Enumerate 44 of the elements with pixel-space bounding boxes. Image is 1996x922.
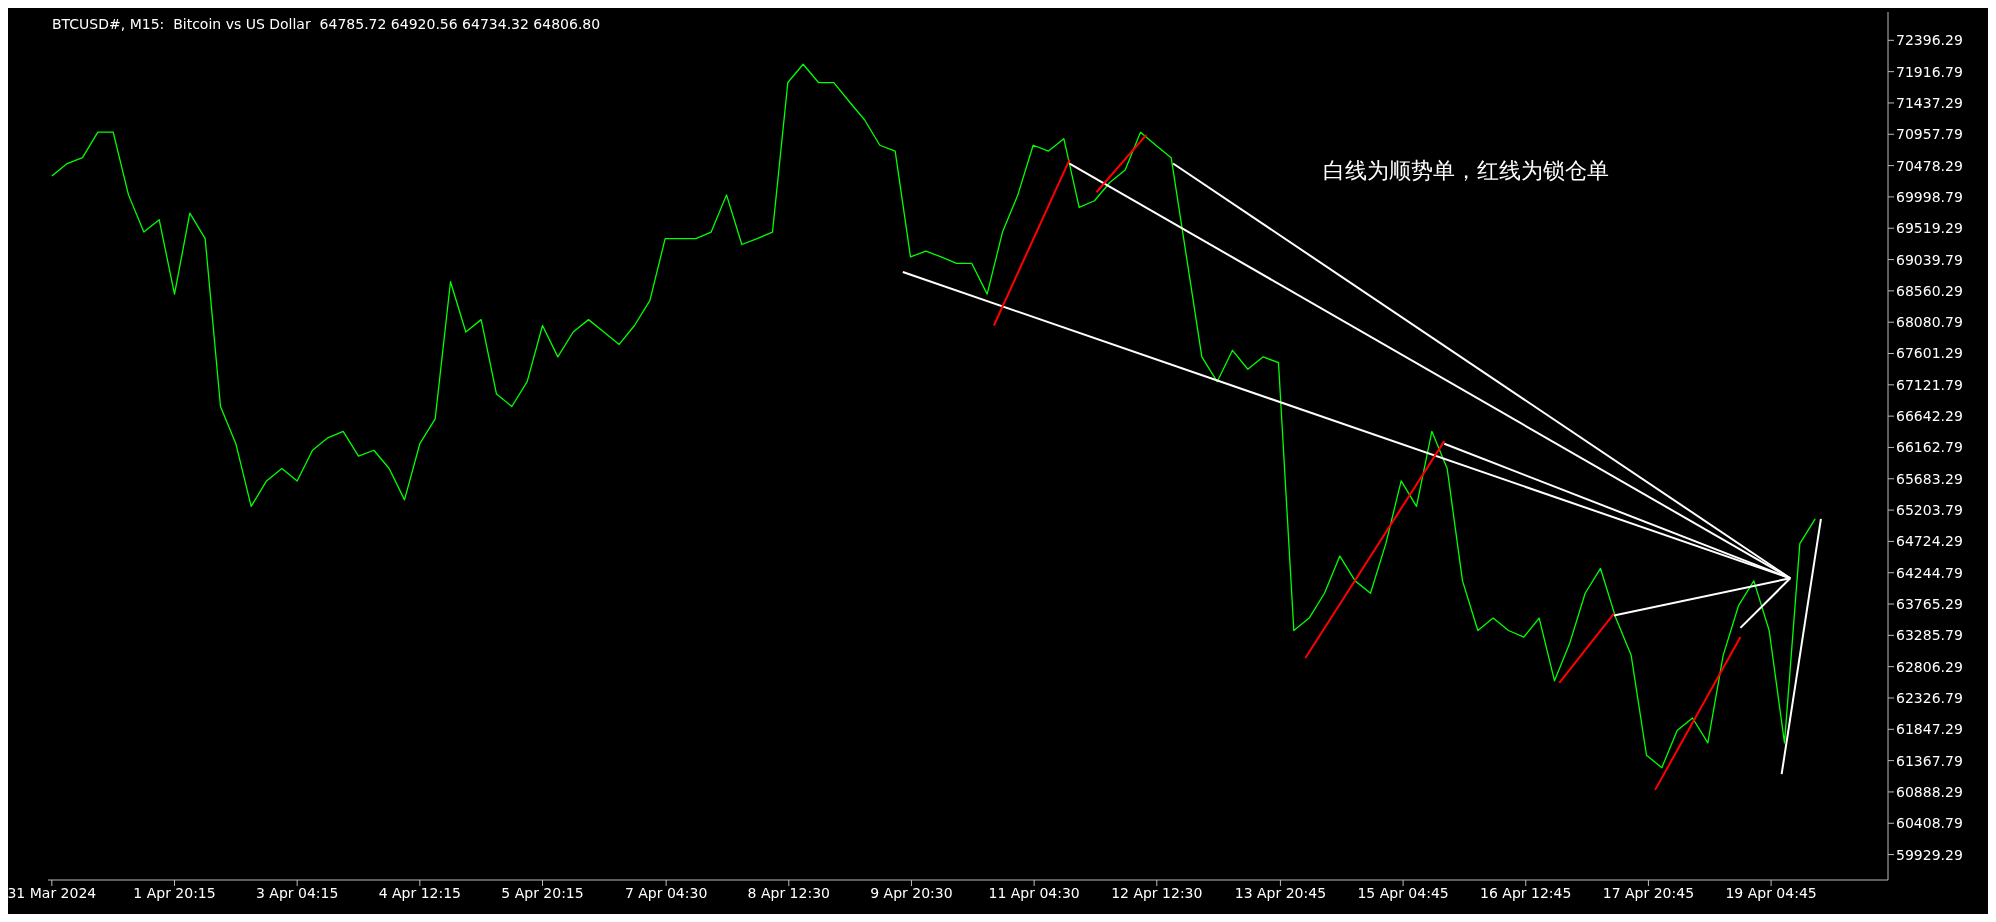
y-tick-label: 70957.79 (1896, 126, 1963, 143)
y-tick-label: 70478.29 (1896, 157, 1963, 174)
y-tick-label: 61847.29 (1896, 721, 1963, 738)
x-tick-label: 16 Apr 12:45 (1480, 884, 1572, 901)
x-tick-label: 7 Apr 04:30 (624, 884, 708, 901)
y-tick-label: 65683.29 (1896, 470, 1963, 487)
y-tick-label: 61367.79 (1896, 752, 1963, 769)
y-tick-label: 63765.29 (1896, 596, 1963, 613)
x-tick-label: 15 Apr 04:45 (1357, 884, 1449, 901)
y-tick-label: 66162.79 (1896, 439, 1963, 456)
x-tick-label: 19 Apr 04:45 (1725, 884, 1817, 901)
y-tick-label: 63285.79 (1896, 627, 1963, 644)
y-tick-label: 64244.79 (1896, 564, 1963, 581)
x-tick-label: 5 Apr 20:15 (501, 884, 584, 901)
y-tick-label: 71437.29 (1896, 94, 1963, 111)
y-tick-label: 62806.29 (1896, 658, 1963, 675)
y-tick-label: 67601.29 (1896, 345, 1963, 362)
y-tick-label: 67121.79 (1896, 376, 1963, 393)
y-tick-label: 64724.29 (1896, 533, 1963, 550)
x-tick-label: 9 Apr 20:30 (870, 884, 953, 901)
y-tick-label: 69998.79 (1896, 188, 1963, 205)
y-tick-label: 71916.79 (1896, 63, 1963, 80)
y-tick-label: 59929.29 (1896, 846, 1963, 863)
x-tick-label: 12 Apr 12:30 (1111, 884, 1203, 901)
x-tick-label: 13 Apr 20:45 (1234, 884, 1327, 901)
x-tick-label: 1 Apr 20:15 (133, 884, 216, 901)
y-tick-label: 65203.79 (1896, 502, 1963, 519)
y-tick-label: 66642.29 (1896, 408, 1963, 425)
y-tick-label: 68080.79 (1896, 314, 1963, 331)
chart-title: BTCUSD#, M15: Bitcoin vs US Dollar 64785.72 64920.56 64734.32 64806.80 (52, 16, 601, 32)
x-tick-label: 31 Mar 2024 (7, 884, 97, 901)
y-tick-label: 69039.79 (1896, 251, 1963, 268)
x-tick-label: 8 Apr 12:30 (747, 884, 830, 901)
x-tick-label: 11 Apr 04:30 (988, 884, 1080, 901)
x-tick-label: 3 Apr 04:15 (255, 884, 339, 901)
y-tick-label: 62326.79 (1896, 689, 1963, 706)
x-tick-label: 4 Apr 12:15 (378, 884, 462, 901)
y-tick-label: 69519.29 (1896, 220, 1963, 237)
y-tick-label: 60888.29 (1896, 783, 1963, 800)
annotation: 白线为顺势单，红线为锁仓单 (1323, 157, 1609, 185)
y-tick-label: 60408.79 (1896, 815, 1963, 832)
y-tick-label: 72396.29 (1896, 32, 1963, 49)
x-tick-label: 17 Apr 20:45 (1602, 884, 1695, 901)
y-tick-label: 68560.29 (1896, 282, 1963, 299)
